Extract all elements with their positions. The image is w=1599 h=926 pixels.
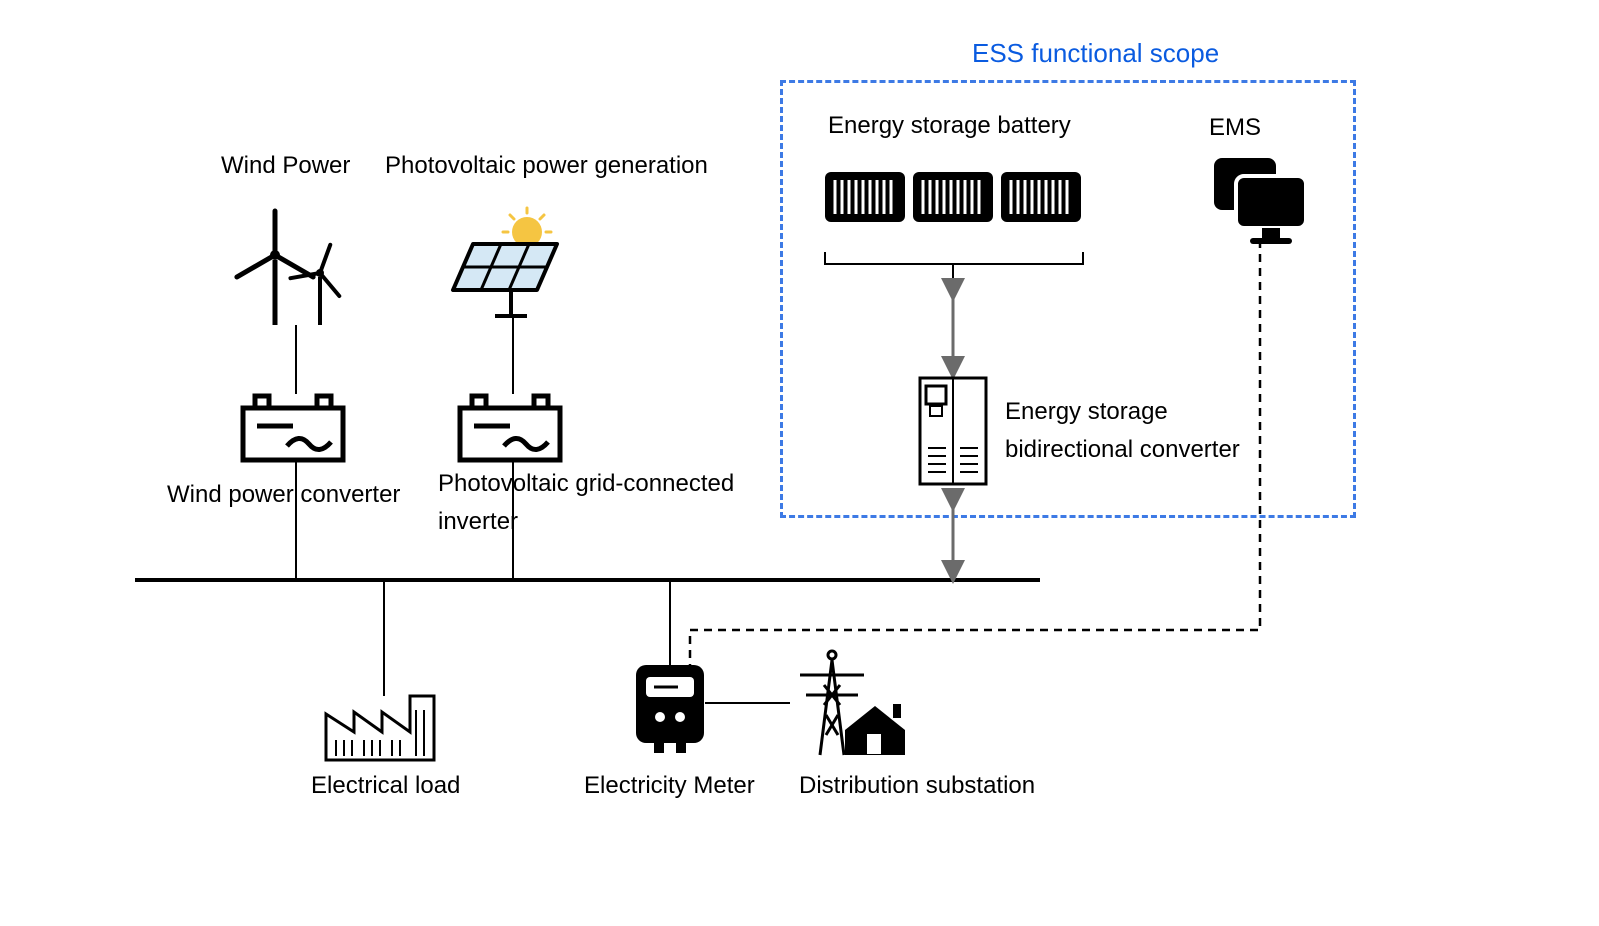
- substation-icon: [800, 651, 905, 755]
- pv-charger-icon: [460, 396, 560, 460]
- wind-turbine-icon: [237, 211, 339, 325]
- pv-inverter-label-l2: inverter: [438, 508, 518, 536]
- ess-converter-label-l2: bidirectional converter: [1005, 436, 1240, 464]
- wind-power-label: Wind Power: [221, 152, 350, 180]
- pv-inverter-label-l1: Photovoltaic grid-connected: [438, 470, 734, 498]
- electrical-load-label: Electrical load: [311, 772, 460, 800]
- meter-icon: [636, 665, 704, 753]
- ems-label: EMS: [1209, 114, 1261, 142]
- ess-converter-label-l1: Energy storage: [1005, 398, 1168, 426]
- wind-charger-icon: [243, 396, 343, 460]
- solar-panel-icon: [453, 208, 557, 316]
- electricity-meter-label: Electricity Meter: [584, 772, 755, 800]
- pv-generation-label: Photovoltaic power generation: [385, 152, 708, 180]
- wind-converter-label: Wind power converter: [167, 481, 400, 509]
- ess-battery-label: Energy storage battery: [828, 112, 1071, 140]
- ess-scope-title: ESS functional scope: [972, 38, 1219, 69]
- distribution-substation-label: Distribution substation: [799, 772, 1035, 800]
- factory-icon: [326, 696, 434, 760]
